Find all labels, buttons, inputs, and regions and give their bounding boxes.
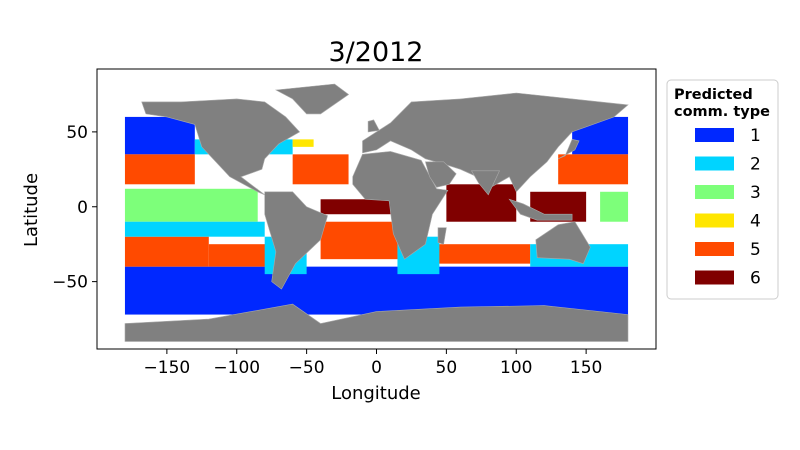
- x-tick-label: −50: [289, 358, 325, 378]
- legend-title: comm. type: [674, 104, 770, 120]
- land-mass: [362, 92, 629, 193]
- legend-label-1: 1: [750, 126, 761, 146]
- legend-title: Predicted: [674, 87, 753, 103]
- chart-title: 3/2012: [329, 37, 424, 68]
- y-tick-label: 50: [66, 123, 88, 143]
- x-tick-label: 50: [436, 358, 458, 378]
- legend-label-2: 2: [750, 155, 761, 175]
- legend-swatch-4: [695, 213, 734, 228]
- region-type-6: [320, 199, 391, 215]
- region-type-5: [432, 244, 531, 264]
- land-mass: [470, 170, 500, 196]
- region-type-5: [208, 244, 272, 267]
- region-type-3: [600, 191, 629, 222]
- x-tick-label: 100: [500, 358, 532, 378]
- region-type-5: [558, 154, 629, 185]
- y-tick-label: −50: [52, 273, 88, 293]
- x-tick-label: −150: [144, 358, 191, 378]
- region-type-6: [446, 184, 517, 222]
- legend-swatch-6: [695, 270, 734, 285]
- legend-label-5: 5: [750, 240, 761, 260]
- land-mass: [352, 151, 449, 260]
- legend-swatch-1: [695, 128, 734, 142]
- legend-label-4: 4: [750, 212, 761, 232]
- land-mass: [535, 221, 591, 265]
- y-tick-label: 0: [77, 198, 88, 218]
- land-mass: [274, 83, 350, 115]
- land-mass: [367, 119, 380, 133]
- land-mass: [264, 191, 328, 290]
- legend-swatch-5: [695, 242, 734, 256]
- legend-label-3: 3: [750, 183, 761, 203]
- region-type-5: [320, 221, 398, 260]
- region-type-5: [124, 236, 209, 267]
- region-type-1: [124, 116, 195, 155]
- x-tick-label: −100: [213, 358, 260, 378]
- region-type-4: [292, 139, 314, 147]
- land-mass: [425, 161, 457, 188]
- region-type-5: [292, 154, 349, 185]
- region-type-3: [124, 188, 258, 222]
- x-axis-label: Longitude: [331, 383, 421, 404]
- x-tick-label: 150: [570, 358, 602, 378]
- x-axis: −150 −100 −50 0 50 100 150: [144, 349, 602, 378]
- region-type-5: [124, 154, 195, 185]
- land-mass: [508, 198, 573, 221]
- legend-label-6: 6: [750, 269, 761, 289]
- land-mass: [141, 98, 301, 196]
- land-mass: [437, 227, 447, 245]
- x-tick-label: 0: [371, 358, 382, 378]
- land-mass: [124, 303, 629, 342]
- region-type-2: [124, 221, 265, 237]
- y-axis-label: Latitude: [21, 173, 42, 247]
- legend-swatch-3: [695, 185, 734, 199]
- y-axis: −50 0 50: [52, 123, 97, 293]
- land-mass: [558, 139, 580, 160]
- plot-area: [96, 68, 657, 350]
- legend-swatch-2: [695, 156, 734, 171]
